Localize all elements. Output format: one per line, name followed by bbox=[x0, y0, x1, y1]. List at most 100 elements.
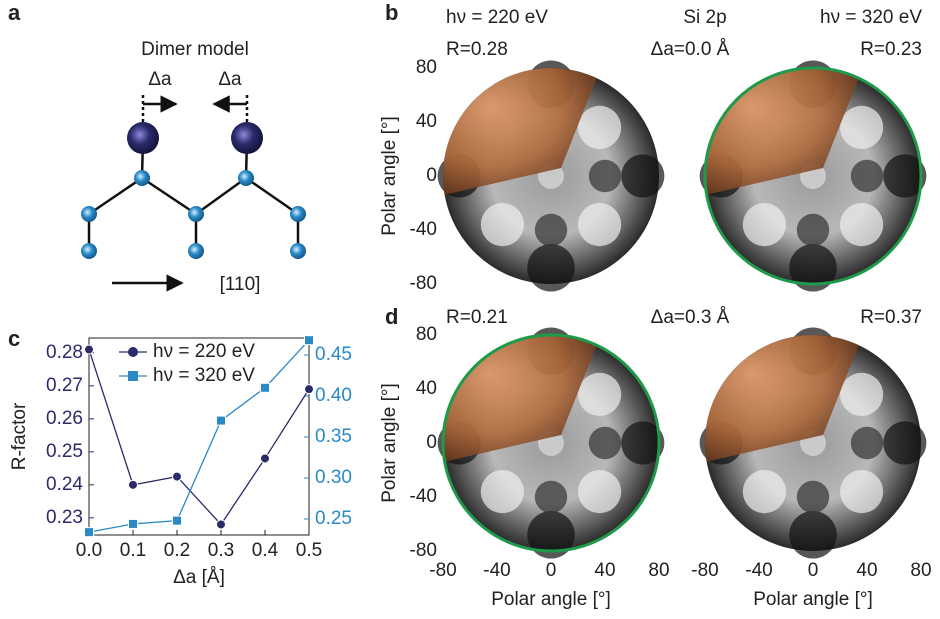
pattern-feature bbox=[578, 372, 622, 416]
pattern-feature bbox=[742, 203, 787, 247]
y-tick-label: -40 bbox=[410, 219, 437, 240]
panel-label: c bbox=[8, 326, 20, 351]
y-tick-label: 0.27 bbox=[46, 375, 83, 396]
energy-label: hν = 220 eV bbox=[446, 7, 548, 28]
shift-label: Δa bbox=[148, 69, 172, 90]
y-axis-label: Polar angle [°] bbox=[379, 383, 400, 503]
pattern-feature bbox=[578, 105, 622, 149]
panel-label: a bbox=[8, 0, 21, 25]
pattern-feature bbox=[796, 213, 830, 247]
marker bbox=[128, 518, 138, 529]
x-tick-label: -80 bbox=[691, 560, 718, 581]
series-line bbox=[88, 349, 310, 526]
pattern-feature bbox=[789, 511, 837, 559]
pattern-feature bbox=[480, 470, 524, 514]
x-tick-label: 0.5 bbox=[296, 540, 322, 561]
y-tick-label: 0.24 bbox=[46, 474, 83, 495]
x-tick-label: 0.3 bbox=[208, 540, 234, 561]
r-factor: R=0.23 bbox=[860, 39, 922, 60]
best-fit-ring bbox=[441, 333, 661, 553]
marker bbox=[172, 515, 182, 526]
pattern-feature bbox=[840, 372, 884, 416]
pattern-feature bbox=[588, 159, 622, 193]
pattern-feature bbox=[534, 480, 568, 514]
pattern-feature bbox=[578, 203, 622, 247]
legend-label: hν = 220 eV bbox=[153, 341, 255, 362]
series-line bbox=[88, 339, 310, 533]
diffraction-pattern bbox=[699, 60, 927, 292]
diffraction-pattern bbox=[437, 60, 665, 292]
x-tick-label: 0 bbox=[808, 560, 819, 581]
x-tick-label: 40 bbox=[856, 560, 877, 581]
x-tick-label: 0.2 bbox=[164, 540, 190, 561]
x-tick-label: 80 bbox=[910, 560, 931, 581]
y-tick-label: 80 bbox=[416, 324, 437, 345]
measured-wedge bbox=[443, 68, 597, 195]
y-tick-label: 0.26 bbox=[46, 408, 83, 429]
x-axis-label: Polar angle [°] bbox=[491, 589, 611, 610]
legend-marker bbox=[128, 347, 138, 357]
x-axis-label: Δa [Å] bbox=[173, 567, 225, 588]
dimer-diagram bbox=[81, 95, 306, 292]
y-axis-label: R-factor bbox=[9, 402, 30, 470]
x-tick-label: 0.4 bbox=[252, 540, 279, 561]
measured-wedge bbox=[704, 334, 859, 462]
shift-label: Δa bbox=[218, 69, 242, 90]
y2-tick-label: 0.35 bbox=[315, 426, 352, 447]
x-tick-label: 0.1 bbox=[120, 540, 146, 561]
marker bbox=[84, 344, 94, 355]
r-factor: R=0.37 bbox=[860, 307, 922, 328]
y-tick-label: 40 bbox=[416, 378, 437, 399]
x-tick-label: 80 bbox=[648, 560, 669, 581]
pattern-feature bbox=[850, 159, 884, 193]
y-axis-label: Polar angle [°] bbox=[379, 116, 400, 236]
diffraction-pattern bbox=[699, 327, 927, 559]
pattern-feature bbox=[883, 154, 927, 198]
y2-tick-label: 0.40 bbox=[315, 385, 352, 406]
diffraction-pattern bbox=[437, 327, 665, 559]
core-level: Si 2p bbox=[683, 7, 726, 28]
y-tick-label: 0 bbox=[426, 432, 437, 453]
pattern-feature bbox=[527, 511, 575, 559]
legend-label: hν = 320 eV bbox=[153, 365, 255, 386]
pattern-feature bbox=[621, 421, 665, 465]
y-tick-label: 40 bbox=[416, 111, 437, 132]
marker bbox=[304, 384, 314, 395]
y-tick-label: -40 bbox=[410, 486, 437, 507]
pattern-feature bbox=[480, 203, 524, 247]
direction-label: [110] bbox=[220, 274, 261, 295]
marker bbox=[84, 527, 94, 538]
y-tick-label: 80 bbox=[416, 57, 437, 78]
x-axis-label: Polar angle [°] bbox=[753, 589, 873, 610]
diagram-title: Dimer model bbox=[141, 39, 249, 60]
pattern-feature bbox=[588, 426, 622, 460]
measured-wedge bbox=[443, 335, 597, 462]
r-factor: R=0.28 bbox=[446, 39, 508, 60]
marker bbox=[260, 453, 270, 464]
y2-tick-label: 0.25 bbox=[315, 508, 352, 529]
panel-label: d bbox=[385, 304, 398, 329]
best-fit-ring bbox=[703, 66, 923, 286]
marker bbox=[172, 471, 182, 482]
pattern-feature bbox=[840, 203, 884, 247]
pattern-feature bbox=[840, 470, 884, 514]
y2-tick-label: 0.30 bbox=[315, 467, 352, 488]
legend-marker bbox=[128, 371, 138, 381]
x-tick-label: -40 bbox=[745, 560, 772, 581]
shift-label: Δa=0.0 Å bbox=[651, 39, 730, 60]
r-factor: R=0.21 bbox=[446, 307, 508, 328]
y-tick-label: 0.28 bbox=[46, 342, 83, 363]
marker bbox=[304, 335, 314, 346]
x-tick-label: 0.0 bbox=[76, 540, 102, 561]
x-tick-label: 40 bbox=[594, 560, 615, 581]
y-tick-label: 0.23 bbox=[46, 507, 83, 528]
y2-tick-label: 0.45 bbox=[315, 344, 352, 365]
y-tick-label: 0.25 bbox=[46, 441, 83, 462]
pattern-feature bbox=[840, 105, 884, 149]
pattern-feature bbox=[789, 244, 837, 292]
measured-wedge bbox=[705, 67, 859, 195]
marker bbox=[216, 415, 226, 426]
y-tick-label: -80 bbox=[410, 273, 437, 294]
pattern-feature bbox=[578, 470, 622, 514]
